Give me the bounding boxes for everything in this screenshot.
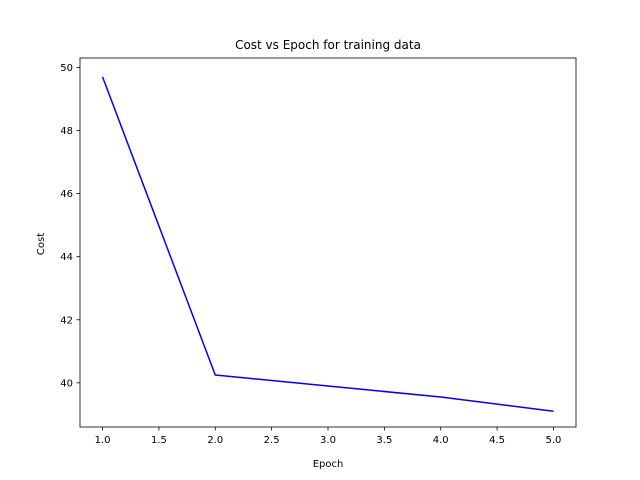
x-tick-label: 2.0 xyxy=(207,435,223,446)
y-axis-ticks: 40 42 44 46 48 50 xyxy=(60,63,80,389)
series-layer xyxy=(101,76,554,412)
y-tick-label: 48 xyxy=(60,126,73,137)
y-tick-label: 50 xyxy=(60,63,73,74)
x-tick-label: 5.0 xyxy=(546,435,562,446)
x-axis-ticks: 1.0 1.5 2.0 2.5 3.0 3.5 4.0 4.5 5.0 xyxy=(95,427,562,446)
x-tick-label: 3.5 xyxy=(376,435,392,446)
y-axis-label: Cost xyxy=(36,233,47,255)
y-tick-label: 46 xyxy=(60,189,73,200)
y-tick-label: 44 xyxy=(60,252,73,263)
x-axis-label: Epoch xyxy=(313,459,344,470)
y-tick-label: 40 xyxy=(60,378,73,389)
series-line-0 xyxy=(101,76,554,412)
chart-title: Cost vs Epoch for training data xyxy=(235,38,421,52)
x-tick-label: 4.0 xyxy=(433,435,449,446)
x-tick-label: 1.5 xyxy=(151,435,167,446)
y-tick-label: 42 xyxy=(60,315,73,326)
x-tick-label: 3.0 xyxy=(320,435,336,446)
x-tick-label: 1.0 xyxy=(95,435,111,446)
x-tick-label: 2.5 xyxy=(264,435,280,446)
x-tick-label: 4.5 xyxy=(489,435,505,446)
